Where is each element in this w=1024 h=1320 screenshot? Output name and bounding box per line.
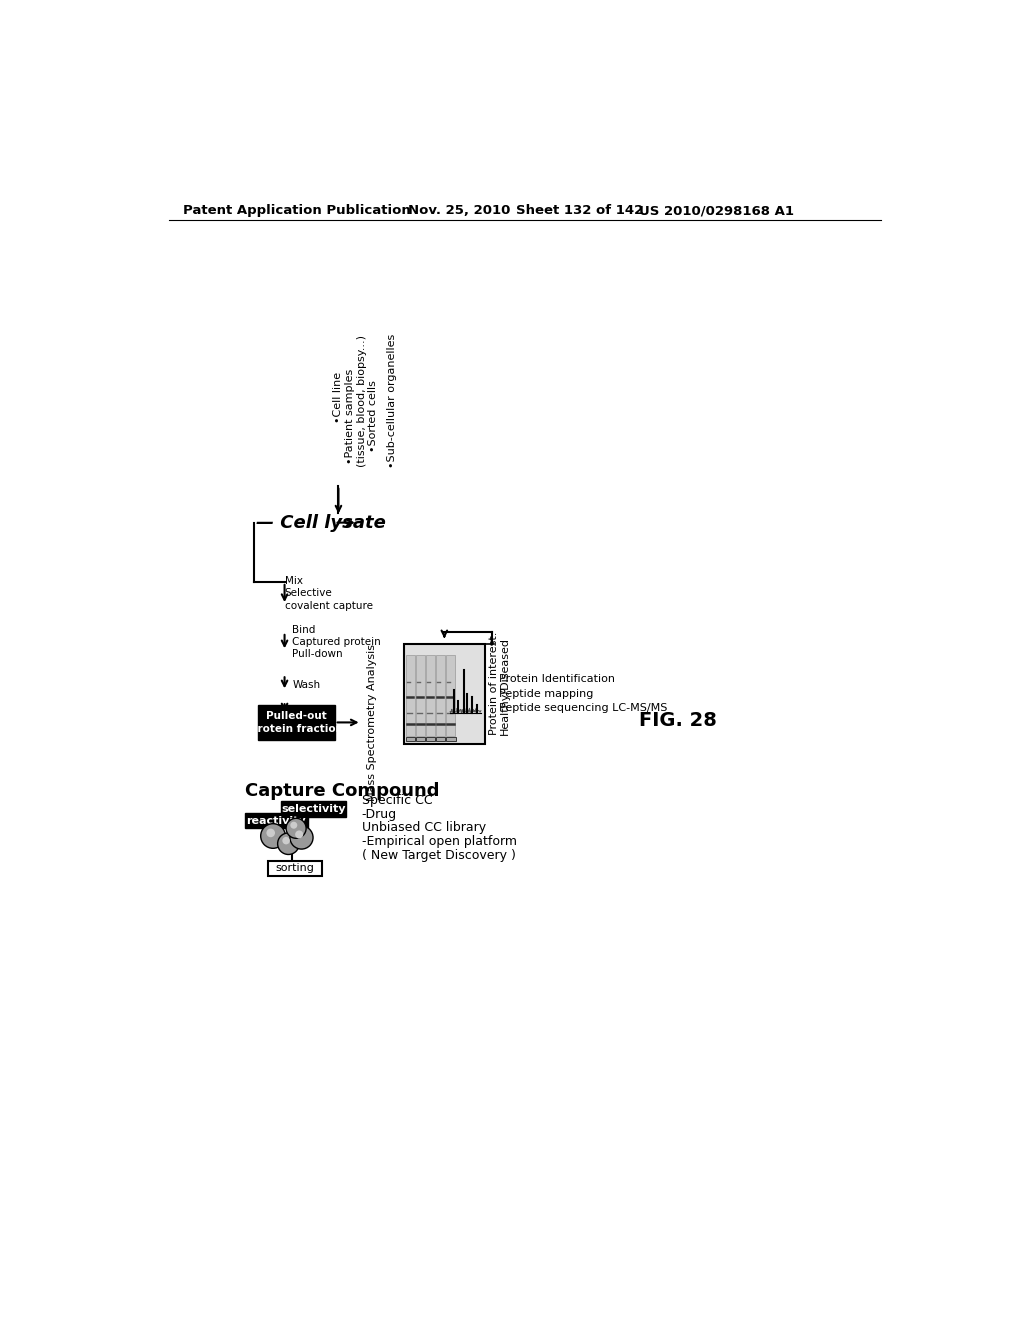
Text: reactivity: reactivity — [247, 816, 306, 825]
Bar — [436, 737, 445, 742]
Text: Protein Identification
Peptide mapping
Peptide sequencing LC-MS/MS: Protein Identification Peptide mapping P… — [499, 673, 667, 713]
Text: Sheet 132 of 142: Sheet 132 of 142 — [515, 205, 643, 218]
Circle shape — [290, 826, 313, 849]
Bar — [426, 655, 435, 737]
Text: Nov. 25, 2010: Nov. 25, 2010 — [408, 205, 510, 218]
Bar — [426, 737, 435, 742]
Text: Mass Spectrometry Analysis: Mass Spectrometry Analysis — [367, 644, 377, 801]
Bar — [407, 737, 416, 742]
Bar — [446, 737, 456, 742]
Bar — [407, 655, 415, 737]
Text: US 2010/0298168 A1: US 2010/0298168 A1 — [639, 205, 794, 218]
Text: •Sub-cellular organelles: •Sub-cellular organelles — [387, 334, 397, 469]
Bar — [416, 655, 425, 737]
Circle shape — [278, 833, 299, 854]
Circle shape — [286, 818, 306, 838]
Text: •Patient samples: •Patient samples — [345, 368, 355, 463]
Circle shape — [261, 824, 286, 849]
Text: -Empirical open platform: -Empirical open platform — [361, 836, 516, 849]
Text: Protein of interest:
Healthy/Diseased: Protein of interest: Healthy/Diseased — [488, 632, 510, 735]
Bar — [416, 737, 425, 742]
Text: -Drug: -Drug — [361, 808, 396, 821]
Text: Wash: Wash — [292, 680, 321, 690]
Bar — [281, 801, 346, 817]
Bar — [403, 644, 484, 743]
Text: Pulled-out
protein fraction: Pulled-out protein fraction — [250, 711, 343, 734]
Text: Specific CC: Specific CC — [361, 793, 432, 807]
Circle shape — [283, 837, 290, 845]
Text: FIG. 28: FIG. 28 — [639, 711, 717, 730]
Text: Mix
Selective
covalent capture: Mix Selective covalent capture — [285, 576, 373, 611]
Bar — [436, 655, 444, 737]
Circle shape — [295, 830, 303, 838]
Text: (tissue, blood, biopsy...): (tissue, blood, biopsy...) — [356, 335, 367, 467]
Text: ( New Target Discovery ): ( New Target Discovery ) — [361, 849, 515, 862]
Bar — [258, 705, 335, 739]
Bar — [446, 655, 455, 737]
Bar — [245, 813, 307, 829]
Circle shape — [290, 822, 297, 829]
Text: Unbiased CC library: Unbiased CC library — [361, 821, 485, 834]
Text: •Sorted cells: •Sorted cells — [368, 380, 378, 453]
Text: Capture Compound: Capture Compound — [245, 781, 439, 800]
Bar — [267, 861, 322, 876]
Text: Patent Application Publication: Patent Application Publication — [183, 205, 411, 218]
Text: Bind
Captured protein
Pull-down: Bind Captured protein Pull-down — [292, 624, 381, 660]
Text: — Cell lysate: — Cell lysate — [256, 513, 386, 532]
Text: •Cell line: •Cell line — [334, 371, 343, 422]
Text: sorting: sorting — [275, 863, 314, 874]
Text: selectivity: selectivity — [282, 804, 346, 814]
Circle shape — [266, 829, 275, 837]
